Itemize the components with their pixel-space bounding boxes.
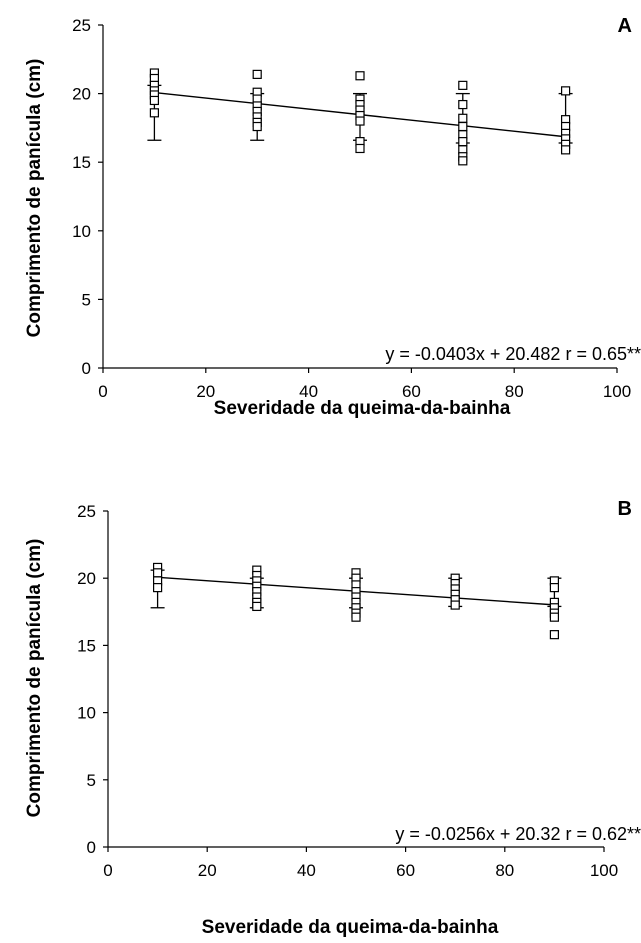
- x-tick-label: 100: [590, 861, 618, 880]
- data-point: [355, 71, 365, 81]
- y-tick-label: 20: [77, 569, 96, 588]
- x-tick-label: 20: [196, 382, 215, 401]
- x-tick-label: 40: [299, 382, 318, 401]
- data-point: [149, 95, 159, 106]
- data-point: [252, 601, 262, 612]
- data-point: [153, 583, 163, 593]
- plot-marks: 0 5 10 15 20 25 0 20 40 60 80 100: [77, 502, 618, 880]
- data-point: [458, 137, 468, 147]
- y-tick-label: 25: [77, 502, 96, 521]
- y-tick-label: 10: [72, 222, 91, 241]
- plot-marks: 0 5 10 15 20 25 0 20 40 60 80 100: [72, 16, 631, 401]
- y-tick-label: 20: [72, 85, 91, 104]
- data-point: [355, 143, 365, 154]
- data-point: [351, 612, 361, 622]
- panel-label: B: [618, 498, 632, 520]
- y-axis-label: Comprimento de panícula (cm): [24, 59, 45, 338]
- data-point: [549, 612, 560, 622]
- x-tick-label: 80: [505, 382, 524, 401]
- x-axis-label: Severidade da queima-da-bainha: [202, 917, 499, 938]
- data-point: [560, 145, 571, 155]
- y-tick-label: 15: [77, 636, 96, 655]
- panel-label: A: [618, 15, 632, 37]
- y-tick-label: 10: [77, 704, 96, 723]
- data-point: [149, 108, 159, 118]
- x-tick-label: 60: [396, 861, 415, 880]
- data-point: [153, 568, 163, 578]
- regression-equation: y = -0.0256x + 20.32 r = 0.62**: [395, 824, 641, 844]
- y-tick-label: 5: [82, 290, 91, 309]
- y-tick-label: 0: [87, 838, 96, 857]
- y-tick-label: 15: [72, 153, 91, 172]
- data-point: [549, 583, 560, 593]
- y-axis-label: Comprimento de panícula (cm): [24, 539, 45, 818]
- x-axis-label: Severidade da queima-da-bainha: [214, 398, 511, 419]
- data-point: [458, 121, 468, 132]
- y-tick-label: 25: [72, 16, 91, 35]
- x-tick-label: 60: [402, 382, 421, 401]
- data-point: [458, 80, 468, 90]
- y-tick-label: 5: [87, 771, 96, 790]
- x-tick-label: 100: [603, 382, 631, 401]
- data-point: [252, 69, 262, 79]
- data-point: [355, 116, 365, 126]
- chart-panel-a: A Comprimento de panícula (cm) Severidad…: [24, 15, 641, 419]
- data-point: [458, 113, 468, 123]
- data-point: [458, 156, 468, 166]
- data-point: [549, 630, 560, 640]
- data-point: [252, 121, 262, 132]
- regression-equation: y = -0.0403x + 20.482 r = 0.65**: [385, 344, 641, 364]
- x-tick-label: 0: [98, 382, 107, 401]
- x-tick-label: 0: [103, 861, 112, 880]
- data-point: [458, 99, 468, 110]
- data-point: [560, 86, 571, 96]
- x-tick-label: 80: [495, 861, 514, 880]
- x-tick-label: 20: [198, 861, 217, 880]
- y-tick-label: 0: [82, 359, 91, 378]
- data-point: [450, 600, 460, 610]
- x-tick-label: 40: [297, 861, 316, 880]
- chart-panel-b: B Comprimento de panícula (cm) Severidad…: [24, 498, 641, 938]
